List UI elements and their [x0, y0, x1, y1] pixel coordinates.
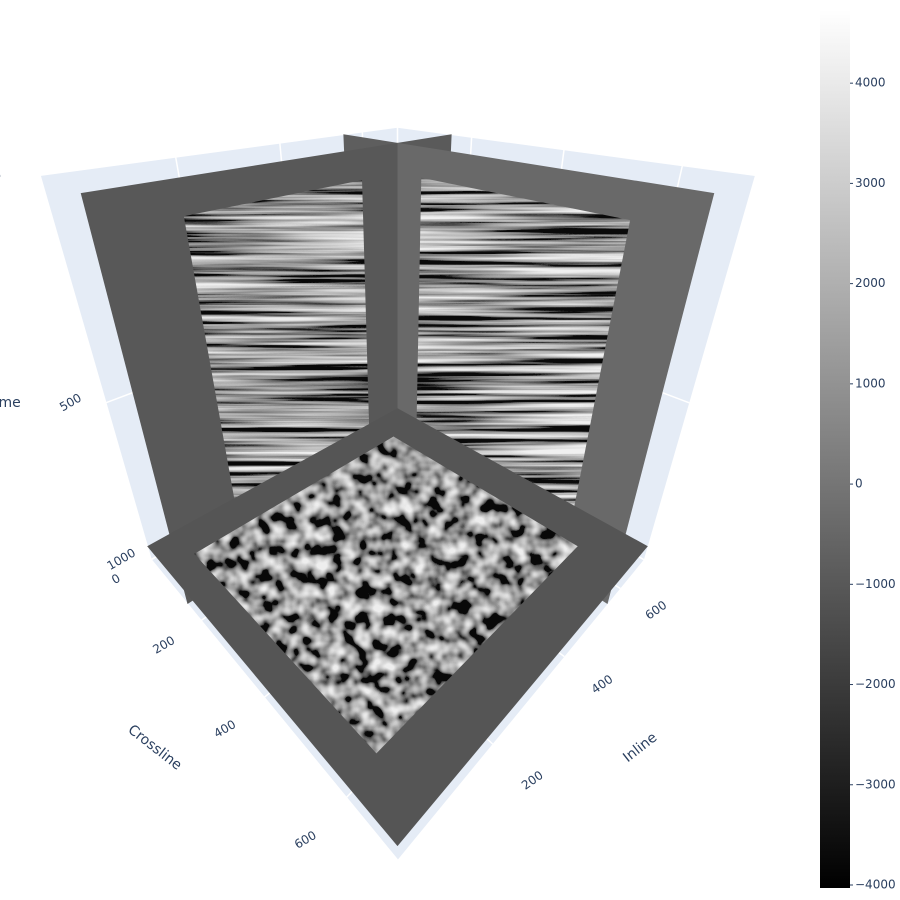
colorbar-tick-label: 2000 [855, 276, 886, 290]
grid-line [397, 126, 756, 177]
colorbar-tick-label: 4000 [855, 76, 886, 90]
z-tick-label: 1000 [105, 546, 138, 573]
y-tick-label: 200 [150, 633, 177, 657]
colorbar-tick-label: −1000 [855, 577, 896, 591]
z-tick-label: 500 [57, 391, 84, 415]
z-tick-label: 0 [0, 167, 4, 183]
grid-line [150, 559, 399, 861]
scene: 0200400600020040060005001000InlineCrossl… [0, 126, 756, 861]
y-tick-label: 0 [109, 571, 123, 587]
colorbar-tick-label: −2000 [855, 677, 896, 691]
x-tick-label: 600 [643, 598, 670, 623]
x-tick-label: 200 [519, 768, 546, 793]
colorbar-tick-label: −3000 [855, 777, 896, 791]
grid-line [39, 175, 152, 560]
colorbar-tick-label: 3000 [855, 176, 886, 190]
colorbar-tick-label: 0 [855, 477, 863, 491]
y-tick-label: 400 [211, 717, 238, 741]
y-axis-title: Crossline [125, 722, 185, 774]
x-axis-title: Inline [620, 730, 660, 766]
colorbar-tick-label: 1000 [855, 376, 886, 390]
y-tick-label: 600 [292, 828, 319, 852]
colorbar-tick-label: −4000 [855, 877, 896, 891]
colorbar-scale [820, 10, 850, 888]
grid-line [39, 126, 398, 177]
x-tick-label: 400 [589, 672, 616, 697]
colorbar: −4000 −3000 −2000 −1000 0 1000 2000 3000 4000 [820, 10, 896, 891]
z-axis-title: Time [0, 395, 21, 411]
